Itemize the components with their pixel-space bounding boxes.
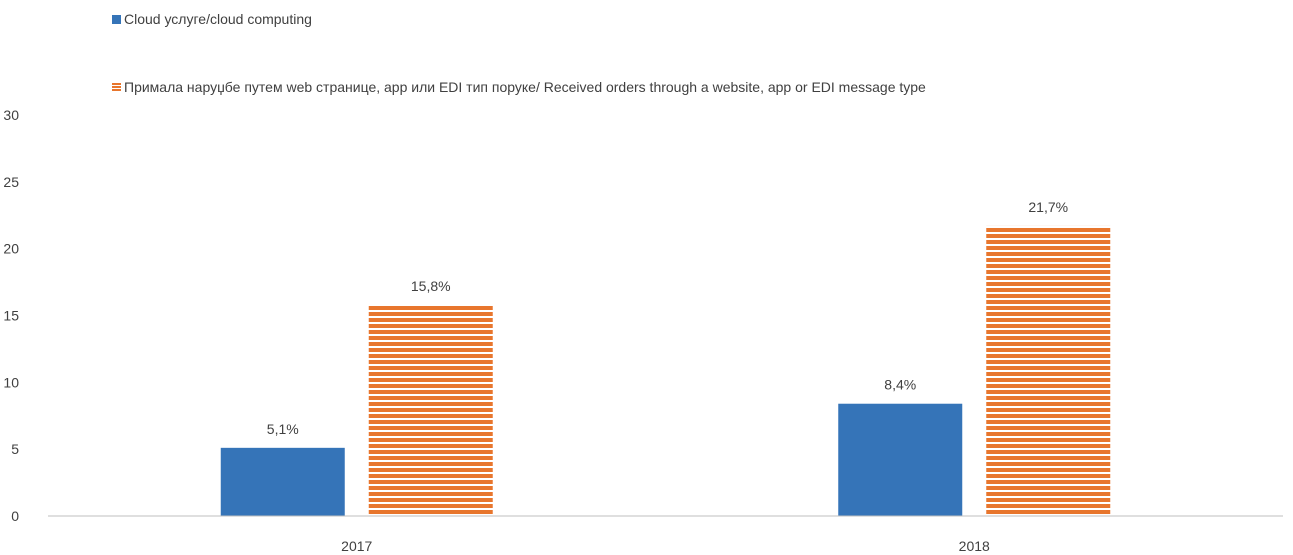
legend-swatch-orders [112, 83, 121, 92]
data-label: 8,4% [884, 377, 916, 393]
bar [838, 403, 963, 516]
y-tick-label: 30 [3, 107, 19, 123]
data-label: 5,1% [267, 421, 299, 437]
data-label: 15,8% [411, 278, 451, 294]
data-label: 21,7% [1028, 199, 1068, 215]
x-tick-label: 2018 [959, 538, 990, 554]
y-tick-label: 5 [11, 441, 19, 457]
legend-label-cloud: Cloud услуге/cloud computing [124, 11, 312, 27]
y-tick-label: 20 [3, 241, 19, 257]
legend-item-orders: Примала наруџбе путем web странице, app … [112, 79, 926, 95]
legend-swatch-cloud [112, 15, 121, 24]
x-tick-label: 2017 [341, 538, 372, 554]
y-tick-label: 15 [3, 308, 19, 324]
y-tick-label: 25 [3, 174, 19, 190]
y-tick-label: 10 [3, 374, 19, 390]
x-axis: 2017 2018 [48, 515, 1283, 554]
bar [220, 447, 345, 516]
y-axis: 0 5 10 15 20 25 30 [3, 107, 19, 524]
bar [368, 304, 493, 516]
bars: 5,1% 15,8% 8,4% 21,7% [220, 199, 1111, 516]
y-tick-label: 0 [11, 508, 19, 524]
bar [986, 225, 1111, 516]
legend-label-orders: Примала наруџбе путем web странице, app … [124, 79, 926, 95]
legend-item-cloud: Cloud услуге/cloud computing [112, 11, 312, 27]
